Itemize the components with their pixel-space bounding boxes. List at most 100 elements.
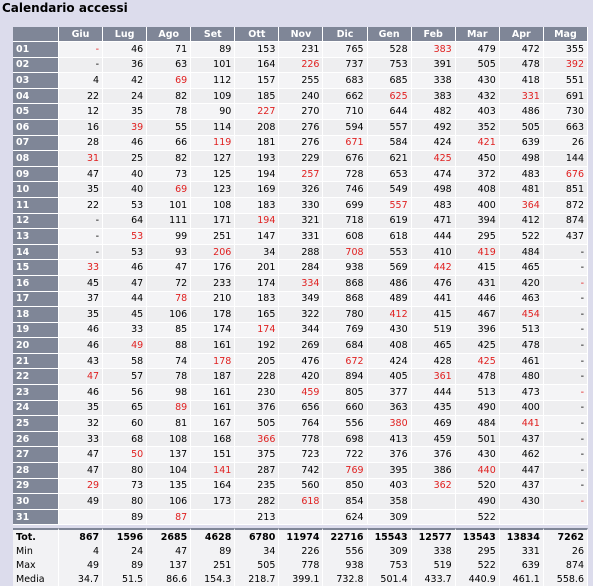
access-count-cell: 413 bbox=[367, 431, 412, 448]
access-count-cell: 376 bbox=[235, 400, 280, 417]
access-count-cell: 169 bbox=[235, 182, 280, 198]
summary-value: 226 bbox=[279, 544, 324, 559]
summary-label: Max bbox=[13, 558, 59, 573]
access-count-cell: 473 bbox=[499, 385, 544, 401]
access-count-cell: 65 bbox=[103, 400, 148, 417]
summary-value: 34 bbox=[235, 544, 280, 559]
access-count-cell: 699 bbox=[323, 197, 368, 214]
summary-value: 12577 bbox=[411, 528, 456, 545]
access-count-cell: - bbox=[543, 260, 588, 276]
access-count-cell: 722 bbox=[323, 447, 368, 464]
access-count-cell: 395 bbox=[367, 463, 412, 479]
summary-value: 753 bbox=[367, 558, 412, 573]
access-count-cell: 270 bbox=[279, 104, 324, 120]
access-count-cell: 428 bbox=[411, 353, 456, 370]
access-count-cell: 178 bbox=[191, 353, 236, 370]
access-count-cell: 34 bbox=[235, 244, 280, 261]
access-count-cell: 334 bbox=[279, 275, 324, 292]
access-count-cell: - bbox=[543, 369, 588, 386]
access-count-cell: 98 bbox=[147, 385, 192, 401]
access-count-cell: 174 bbox=[191, 322, 236, 339]
access-count-cell: 26 bbox=[543, 135, 588, 152]
access-count-cell: 171 bbox=[191, 213, 236, 230]
access-count-cell: 441 bbox=[411, 291, 456, 308]
access-count-cell: 608 bbox=[323, 229, 368, 245]
summary-value: 24 bbox=[103, 544, 148, 559]
access-count-cell: 295 bbox=[455, 229, 500, 245]
access-count-cell: 498 bbox=[499, 151, 544, 167]
access-count-cell: 60 bbox=[103, 416, 148, 432]
access-count-cell: 447 bbox=[499, 463, 544, 479]
access-count-cell: 33 bbox=[59, 431, 104, 448]
access-count-cell: 569 bbox=[367, 260, 412, 276]
access-count-cell: 769 bbox=[323, 463, 368, 479]
access-count-cell: 141 bbox=[191, 463, 236, 479]
access-count-cell: - bbox=[543, 244, 588, 261]
access-count-cell: 685 bbox=[367, 73, 412, 89]
access-count-cell: 730 bbox=[543, 104, 588, 120]
day-label: 03 bbox=[13, 73, 59, 89]
access-count-cell: 482 bbox=[411, 104, 456, 120]
access-count-cell: 161 bbox=[191, 400, 236, 417]
day-row: 04 22 24 82 109 185 240 662 625 383 432 331 691 bbox=[13, 88, 588, 105]
access-count-cell: 53 bbox=[103, 244, 148, 261]
day-row: 27 47 50 137 151 375 723 722 376 376 430 462- bbox=[13, 447, 588, 464]
access-count-cell: 228 bbox=[235, 369, 280, 386]
access-count-cell: 206 bbox=[191, 244, 236, 261]
access-count-cell: 663 bbox=[543, 119, 588, 136]
access-count-cell: 36 bbox=[103, 57, 148, 74]
summary-value: 331 bbox=[499, 544, 544, 559]
summary-value: 51.5 bbox=[103, 572, 148, 586]
day-label: 02 bbox=[13, 57, 59, 74]
access-count-cell: 454 bbox=[499, 307, 544, 323]
day-row: 26 33 68 108 168 366 778 698 413 459 501 437- bbox=[13, 431, 588, 448]
access-count-cell: 684 bbox=[323, 338, 368, 354]
access-count-cell: - bbox=[543, 400, 588, 417]
access-count-cell: 80 bbox=[103, 494, 148, 510]
access-count-cell: 208 bbox=[235, 119, 280, 136]
access-count-cell: 549 bbox=[367, 182, 412, 198]
summary-value: 251 bbox=[191, 558, 236, 573]
access-count-cell: 22 bbox=[59, 88, 104, 105]
access-count-cell: 415 bbox=[411, 307, 456, 323]
month-header-set: Set bbox=[191, 27, 236, 42]
summary-value: 11974 bbox=[279, 528, 324, 545]
access-count-cell: 383 bbox=[411, 42, 456, 58]
access-count-cell: 178 bbox=[191, 307, 236, 323]
summary-value: 218.7 bbox=[235, 572, 280, 586]
calendar-grid: Giu Lug Ago Set Ott Nov Dic Gen Feb Mar Apr Mag 01-… bbox=[13, 27, 588, 586]
day-row: 30 49 80 106 173 282 618 854 358 490 430- bbox=[13, 494, 588, 510]
access-count-cell: 69 bbox=[147, 73, 192, 89]
day-label: 12 bbox=[13, 213, 59, 230]
access-count-cell: 662 bbox=[323, 88, 368, 105]
access-count-cell: 49 bbox=[59, 494, 104, 510]
access-count-cell: 778 bbox=[279, 431, 324, 448]
access-count-cell: 109 bbox=[191, 88, 236, 105]
day-label: 26 bbox=[13, 431, 59, 448]
month-header-lug: Lug bbox=[103, 27, 148, 42]
access-count-cell: 24 bbox=[103, 88, 148, 105]
access-count-cell: 450 bbox=[455, 151, 500, 167]
day-row: 05 12 35 78 90 227 270 710 644 482 403 486 730 bbox=[13, 104, 588, 120]
access-count-cell: 168 bbox=[191, 431, 236, 448]
access-count-cell: - bbox=[543, 307, 588, 323]
access-count-cell: 522 bbox=[499, 229, 544, 245]
access-count-cell: - bbox=[543, 478, 588, 495]
access-count-cell: 412 bbox=[367, 307, 412, 323]
access-count-cell: 194 bbox=[235, 213, 280, 230]
access-count-cell: 174 bbox=[235, 322, 280, 339]
access-count-cell: 25 bbox=[103, 151, 148, 167]
day-row: 07 28 46 66 119 181 276 671 584 424 421 639 26 bbox=[13, 135, 588, 152]
day-row: 19 46 33 85 174 174 344 769 430 519 396 513- bbox=[13, 322, 588, 339]
summary-value: 505 bbox=[235, 558, 280, 573]
access-count-cell: 119 bbox=[191, 135, 236, 152]
access-count-cell: 276 bbox=[279, 135, 324, 152]
summary-value: 4628 bbox=[191, 528, 236, 545]
access-count-cell: 415 bbox=[455, 260, 500, 276]
access-count-cell: 850 bbox=[323, 478, 368, 495]
access-count-cell: 33 bbox=[103, 322, 148, 339]
access-count-cell: 349 bbox=[279, 291, 324, 308]
summary-value: 556 bbox=[323, 544, 368, 559]
access-count-cell bbox=[499, 509, 544, 526]
access-count-cell: 557 bbox=[367, 197, 412, 214]
